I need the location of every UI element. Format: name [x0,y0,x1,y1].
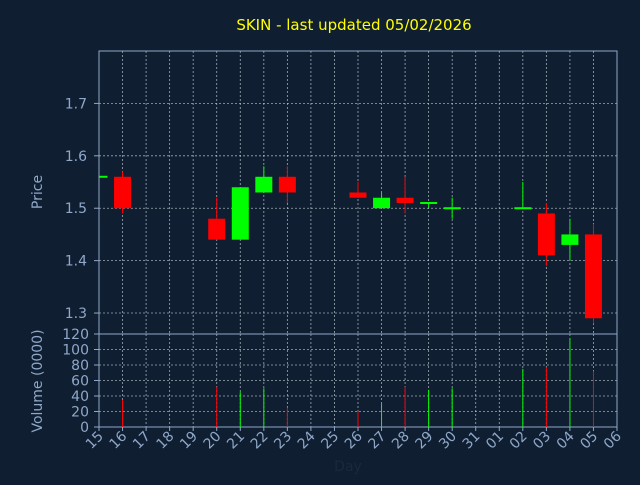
x-tick-label: 19 [177,429,201,453]
candle-body [99,175,108,178]
volume-tick-label: 0 [80,420,89,436]
price-tick-label: 1.3 [65,306,87,322]
x-tick-label: 20 [201,429,225,453]
x-tick-label: 04 [554,428,578,452]
x-tick-label: 16 [106,428,130,452]
candle-body [114,176,132,209]
volume-axis-label: Volume (0000) [30,329,46,432]
volume-tick-label: 40 [71,389,89,405]
candle-body [349,192,367,198]
x-tick-label: 27 [365,429,389,453]
candle-body [420,201,438,204]
x-tick-label: 23 [271,429,295,453]
candle-body [278,176,296,193]
x-axis: 15 16 17 18 19 20 21 22 23 24 25 26 27 28 29 30 31 01 02 03… [83,427,625,452]
price-panel: 1.3 1.4 1.5 1.6 1.7 [65,50,618,335]
candle-body [537,213,555,256]
x-tick-label: 03 [530,429,554,453]
x-tick-label: 29 [413,429,437,453]
x-tick-label: 25 [318,429,342,453]
x-tick-label: 17 [130,429,154,453]
candle-body [373,197,391,209]
candle-body [584,234,602,319]
volume-tick-label: 80 [71,358,89,374]
x-tick-label: 26 [342,428,366,452]
x-tick-label: 18 [154,429,178,453]
candle-body [443,207,461,210]
candle-body [561,234,579,245]
price-tick-label: 1.4 [65,254,87,270]
x-tick-label: 28 [389,429,413,453]
candle-body [396,197,414,203]
price-tick-label: 1.5 [65,201,87,217]
candle-body [514,207,532,210]
volume-tick-label: 20 [71,405,89,421]
chart-title: SKIN - last updated 05/02/2026 [236,16,471,34]
x-tick-label: 24 [295,428,319,452]
candle-body [208,218,226,240]
x-tick-label: 02 [507,429,531,453]
x-tick-label: 06 [601,428,625,452]
x-tick-label: 31 [460,429,484,453]
x-tick-label: 01 [483,429,507,453]
volume-tick-label: 120 [62,327,89,343]
candle-body [231,187,249,240]
x-axis-label: Day [334,459,362,475]
x-tick-label: 21 [224,429,248,453]
x-tick-label: 05 [577,429,601,453]
price-tick-label: 1.6 [65,149,87,165]
volume-tick-label: 60 [71,374,89,390]
x-tick-label: 22 [248,429,272,453]
candle-body [255,176,273,193]
price-axis-label: Price [30,175,46,209]
x-tick-label: 30 [436,429,460,453]
volume-tick-label: 100 [62,343,89,359]
price-tick-label: 1.7 [65,96,87,112]
